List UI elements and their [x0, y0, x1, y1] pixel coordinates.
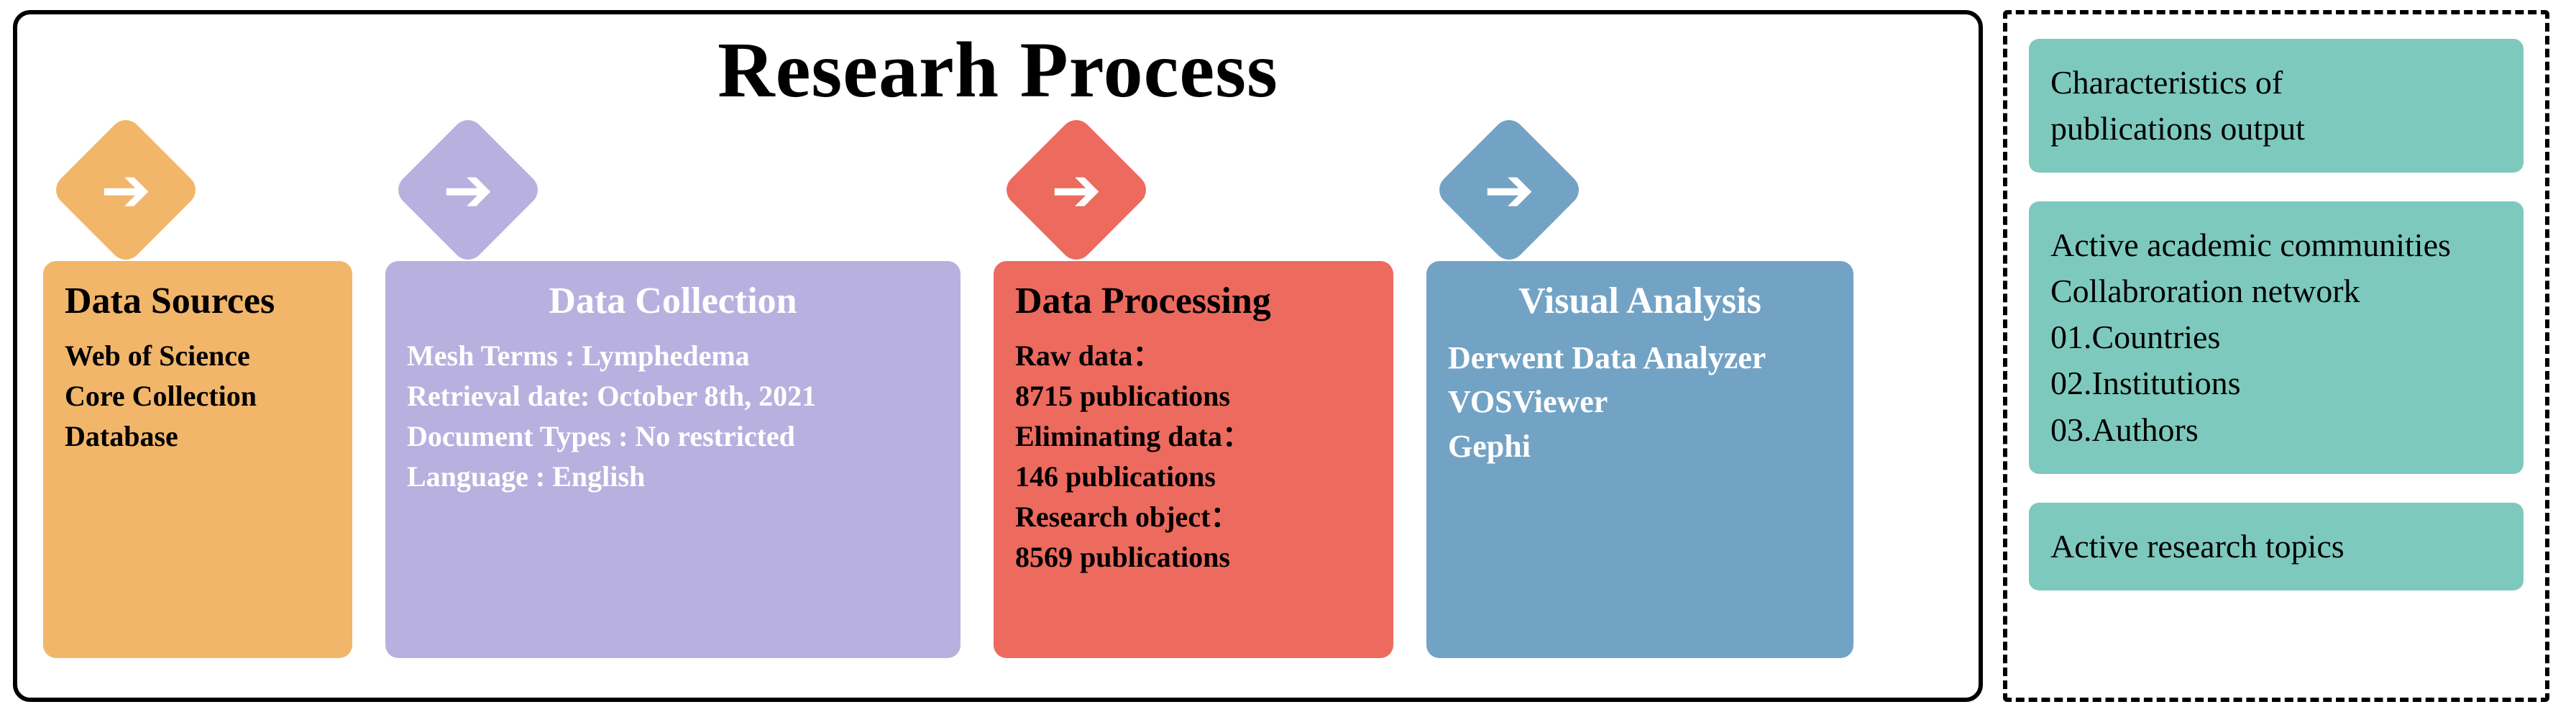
body-line: Derwent Data Analyzer	[1448, 337, 1832, 379]
output-box-characteristics: Characteristics of publications output	[2029, 39, 2524, 173]
stage-data-collection: ➔ Data Collection Mesh Terms : Lymphedem…	[385, 104, 961, 658]
arrow-diamond-icon: ➔	[392, 114, 544, 266]
stage-card: Data Sources Web of Science Core Collect…	[43, 261, 352, 658]
diamond-wrap: ➔	[72, 104, 180, 255]
arrow-right-icon: ➔	[101, 160, 151, 220]
stages-row: ➔ Data Sources Web of Science Core Colle…	[43, 104, 1953, 658]
body-line: Language : English	[407, 457, 939, 496]
main-title: Researh Process	[43, 24, 1953, 116]
arrow-diamond-icon: ➔	[1000, 114, 1152, 266]
diamond-wrap: ➔	[1455, 104, 1563, 255]
stage-title: Visual Analysis	[1448, 280, 1832, 322]
outputs-panel: Characteristics of publications output A…	[2003, 10, 2549, 702]
diamond-wrap: ➔	[1022, 104, 1130, 255]
stage-body: Raw data： 8715 publications Eliminating …	[1015, 337, 1372, 577]
stage-title: Data Sources	[65, 280, 331, 322]
stage-card: Data Processing Raw data： 8715 publicati…	[994, 261, 1393, 658]
body-line: 146 publications	[1015, 457, 1372, 496]
body-line: VOSViewer	[1448, 380, 1832, 423]
body-line: 8715 publications	[1015, 377, 1372, 416]
stage-body: Derwent Data Analyzer VOSViewer Gephi	[1448, 337, 1832, 467]
stage-card: Visual Analysis Derwent Data Analyzer VO…	[1426, 261, 1853, 658]
output-line: 02.Institutions	[2050, 361, 2502, 406]
output-line: Active research topics	[2050, 524, 2502, 569]
stage-title: Data Collection	[407, 280, 939, 322]
arrow-diamond-icon: ➔	[50, 114, 202, 266]
output-line: Active academic communities	[2050, 223, 2502, 268]
body-line: Gephi	[1448, 425, 1832, 467]
research-process-panel: Researh Process ➔ Data Sources Web of Sc…	[13, 10, 1983, 702]
body-line: Raw data：	[1015, 337, 1372, 375]
body-line: Eliminating data：	[1015, 417, 1372, 456]
stage-body: Mesh Terms : Lymphedema Retrieval date: …	[407, 337, 939, 496]
stage-body: Web of Science Core Collection Database	[65, 337, 331, 456]
page-root: Researh Process ➔ Data Sources Web of Sc…	[0, 0, 2576, 712]
body-line: Document Types : No restricted	[407, 417, 939, 456]
arrow-diamond-icon: ➔	[1433, 114, 1585, 266]
stage-visual-analysis: ➔ Visual Analysis Derwent Data Analyzer …	[1426, 104, 1853, 658]
body-line: Database	[65, 417, 331, 456]
body-line: Research object：	[1015, 498, 1372, 537]
arrow-right-icon: ➔	[1484, 160, 1534, 220]
output-line: 01.Countries	[2050, 315, 2502, 360]
body-line: 8569 publications	[1015, 538, 1372, 577]
body-line: Retrieval date: October 8th, 2021	[407, 377, 939, 416]
body-line: Core Collection	[65, 377, 331, 416]
stage-data-processing: ➔ Data Processing Raw data： 8715 publica…	[994, 104, 1393, 658]
output-line: Collabroration network	[2050, 269, 2502, 314]
output-box-topics: Active research topics	[2029, 503, 2524, 590]
arrow-right-icon: ➔	[1051, 160, 1101, 220]
diamond-wrap: ➔	[414, 104, 522, 255]
arrow-right-icon: ➔	[443, 160, 493, 220]
output-box-communities: Active academic communities Collabrorati…	[2029, 201, 2524, 473]
output-line: Characteristics of	[2050, 60, 2502, 105]
stage-data-sources: ➔ Data Sources Web of Science Core Colle…	[43, 104, 352, 658]
stage-card: Data Collection Mesh Terms : Lymphedema …	[385, 261, 961, 658]
body-line: Web of Science	[65, 337, 331, 375]
body-line: Mesh Terms : Lymphedema	[407, 337, 939, 375]
stage-title: Data Processing	[1015, 280, 1372, 322]
output-line: 03.Authors	[2050, 408, 2502, 452]
output-line: publications output	[2050, 106, 2502, 151]
